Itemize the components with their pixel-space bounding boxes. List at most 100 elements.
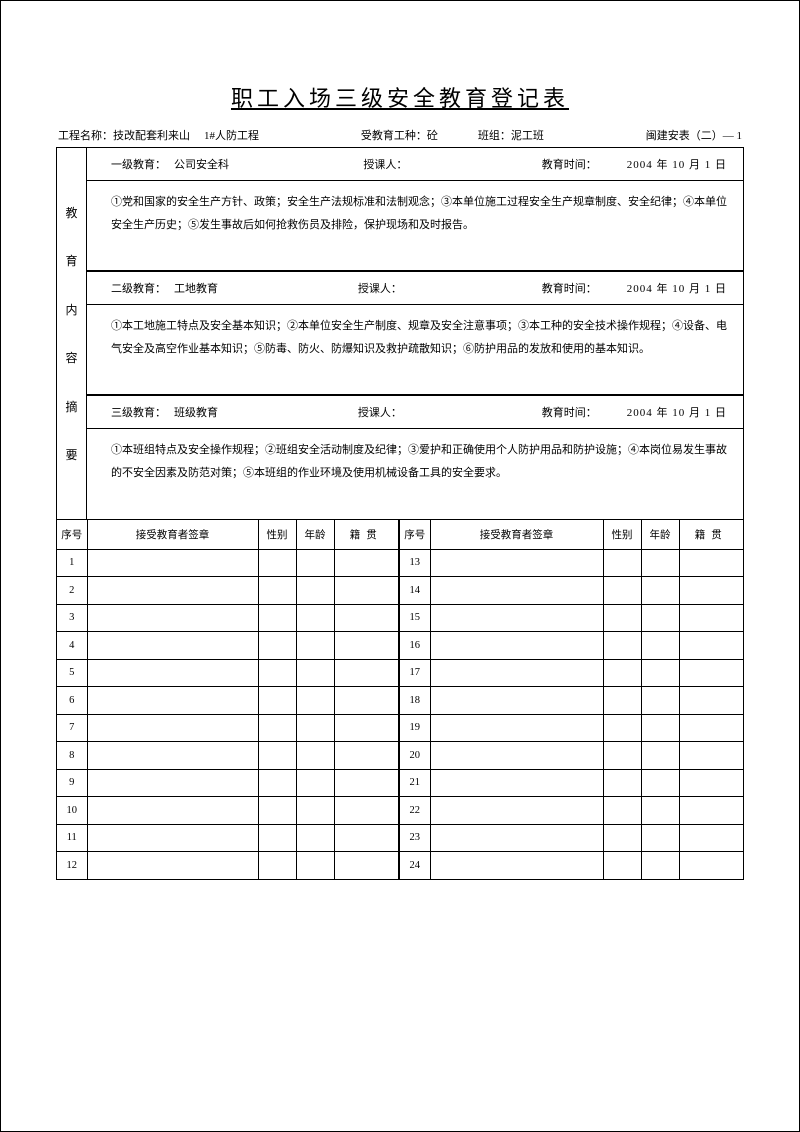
proj-label: 工程名称：	[58, 127, 113, 143]
cell-place	[334, 687, 398, 715]
cell-place	[679, 549, 743, 577]
col-sig: 接受教育者签章	[430, 520, 603, 549]
cell-age	[296, 714, 334, 742]
table-row: 4	[57, 632, 398, 660]
col-place: 籍贯	[679, 520, 743, 549]
education-block: 教 育 内 容 摘 要 一级教育： 公司安全科 授课人： 教育时间：	[57, 148, 743, 519]
lecturer-label: 授课人：	[358, 404, 402, 420]
cell-place	[334, 769, 398, 797]
table-header: 序号 接受教育者签章 性别 年龄 籍贯	[57, 520, 398, 549]
cell-place	[679, 577, 743, 605]
side-char: 教	[65, 204, 77, 221]
level-3-content: ①本班组特点及安全操作规程；②班组安全活动制度及纪律；③爱护和正确使用个人防护用…	[87, 429, 743, 519]
cell-age	[641, 604, 679, 632]
cell-sex	[258, 824, 296, 852]
cell-num: 2	[57, 577, 87, 605]
cell-num: 18	[400, 687, 430, 715]
table-header: 序号 接受教育者签章 性别 年龄 籍贯	[400, 520, 743, 549]
lecturer-label: 授课人：	[363, 156, 407, 172]
sig-table-right: 序号 接受教育者签章 性别 年龄 籍贯 13141516171819202122…	[400, 520, 743, 879]
date-value: 2004 年 10 月 1 日	[627, 280, 727, 296]
cell-num: 16	[400, 632, 430, 660]
col-num: 序号	[57, 520, 87, 549]
level-3-head: 三级教育： 班级教育 授课人： 教育时间： 2004 年 10 月 1 日	[87, 396, 743, 429]
cell-sex	[258, 769, 296, 797]
level-2: 二级教育： 工地教育 授课人： 教育时间： 2004 年 10 月 1 日 ①本…	[87, 272, 743, 396]
cell-sex	[258, 549, 296, 577]
worktype-value: 砼	[427, 127, 438, 143]
cell-num: 1	[57, 549, 87, 577]
cell-age	[296, 852, 334, 880]
cell-sex	[603, 742, 641, 770]
cell-age	[296, 797, 334, 825]
cell-num: 20	[400, 742, 430, 770]
cell-age	[296, 577, 334, 605]
cell-sig	[430, 714, 603, 742]
lecturer-label: 授课人：	[358, 280, 402, 296]
cell-sex	[603, 632, 641, 660]
cell-sex	[258, 714, 296, 742]
cell-age	[641, 577, 679, 605]
cell-place	[334, 604, 398, 632]
side-label: 教 育 内 容 摘 要	[57, 148, 87, 519]
date-value: 2004 年 10 月 1 日	[627, 156, 727, 172]
cell-place	[679, 852, 743, 880]
cell-num: 15	[400, 604, 430, 632]
page-title: 职工入场三级安全教育登记表	[56, 81, 744, 113]
side-char: 要	[65, 446, 77, 463]
table-row: 23	[400, 824, 743, 852]
cell-num: 11	[57, 824, 87, 852]
cell-place	[679, 742, 743, 770]
cell-sex	[603, 604, 641, 632]
cell-sig	[87, 632, 258, 660]
col-num: 序号	[400, 520, 430, 549]
cell-place	[334, 577, 398, 605]
team-value: 泥工班	[511, 127, 544, 143]
level-label: 二级教育：	[111, 280, 166, 296]
team-label: 班组：	[478, 127, 511, 143]
cell-sig	[87, 742, 258, 770]
level-3: 三级教育： 班级教育 授课人： 教育时间： 2004 年 10 月 1 日 ①本…	[87, 396, 743, 519]
cell-sex	[603, 577, 641, 605]
cell-sig	[87, 824, 258, 852]
cell-place	[334, 852, 398, 880]
table-row: 24	[400, 852, 743, 880]
table-row: 18	[400, 687, 743, 715]
cell-sex	[258, 852, 296, 880]
cell-age	[641, 549, 679, 577]
cell-place	[334, 632, 398, 660]
cell-num: 13	[400, 549, 430, 577]
cell-num: 22	[400, 797, 430, 825]
cell-num: 12	[57, 852, 87, 880]
cell-num: 8	[57, 742, 87, 770]
col-age: 年龄	[296, 520, 334, 549]
cell-age	[296, 604, 334, 632]
cell-sex	[603, 549, 641, 577]
sig-table-left: 序号 接受教育者签章 性别 年龄 籍贯 123456789101112	[57, 520, 398, 879]
time-label: 教育时间：	[542, 156, 597, 172]
cell-age	[641, 659, 679, 687]
cell-place	[679, 714, 743, 742]
cell-sig	[430, 604, 603, 632]
cell-num: 4	[57, 632, 87, 660]
cell-age	[641, 742, 679, 770]
cell-place	[334, 797, 398, 825]
table-row: 13	[400, 549, 743, 577]
cell-age	[296, 659, 334, 687]
cell-place	[679, 824, 743, 852]
cell-sig	[430, 659, 603, 687]
sig-left: 序号 接受教育者签章 性别 年龄 籍贯 123456789101112	[57, 520, 400, 879]
cell-num: 14	[400, 577, 430, 605]
cell-num: 5	[57, 659, 87, 687]
level-value: 班级教育	[174, 404, 218, 420]
table-row: 12	[57, 852, 398, 880]
cell-age	[296, 742, 334, 770]
date-value: 2004 年 10 月 1 日	[627, 404, 727, 420]
cell-sex	[258, 604, 296, 632]
cell-num: 21	[400, 769, 430, 797]
level-1-content: ①党和国家的安全生产方针、政策；安全生产法规标准和法制观念；③本单位施工过程安全…	[87, 181, 743, 271]
cell-sig	[87, 797, 258, 825]
education-body: 一级教育： 公司安全科 授课人： 教育时间： 2004 年 10 月 1 日 ①…	[87, 148, 743, 519]
cell-age	[641, 797, 679, 825]
table-row: 22	[400, 797, 743, 825]
